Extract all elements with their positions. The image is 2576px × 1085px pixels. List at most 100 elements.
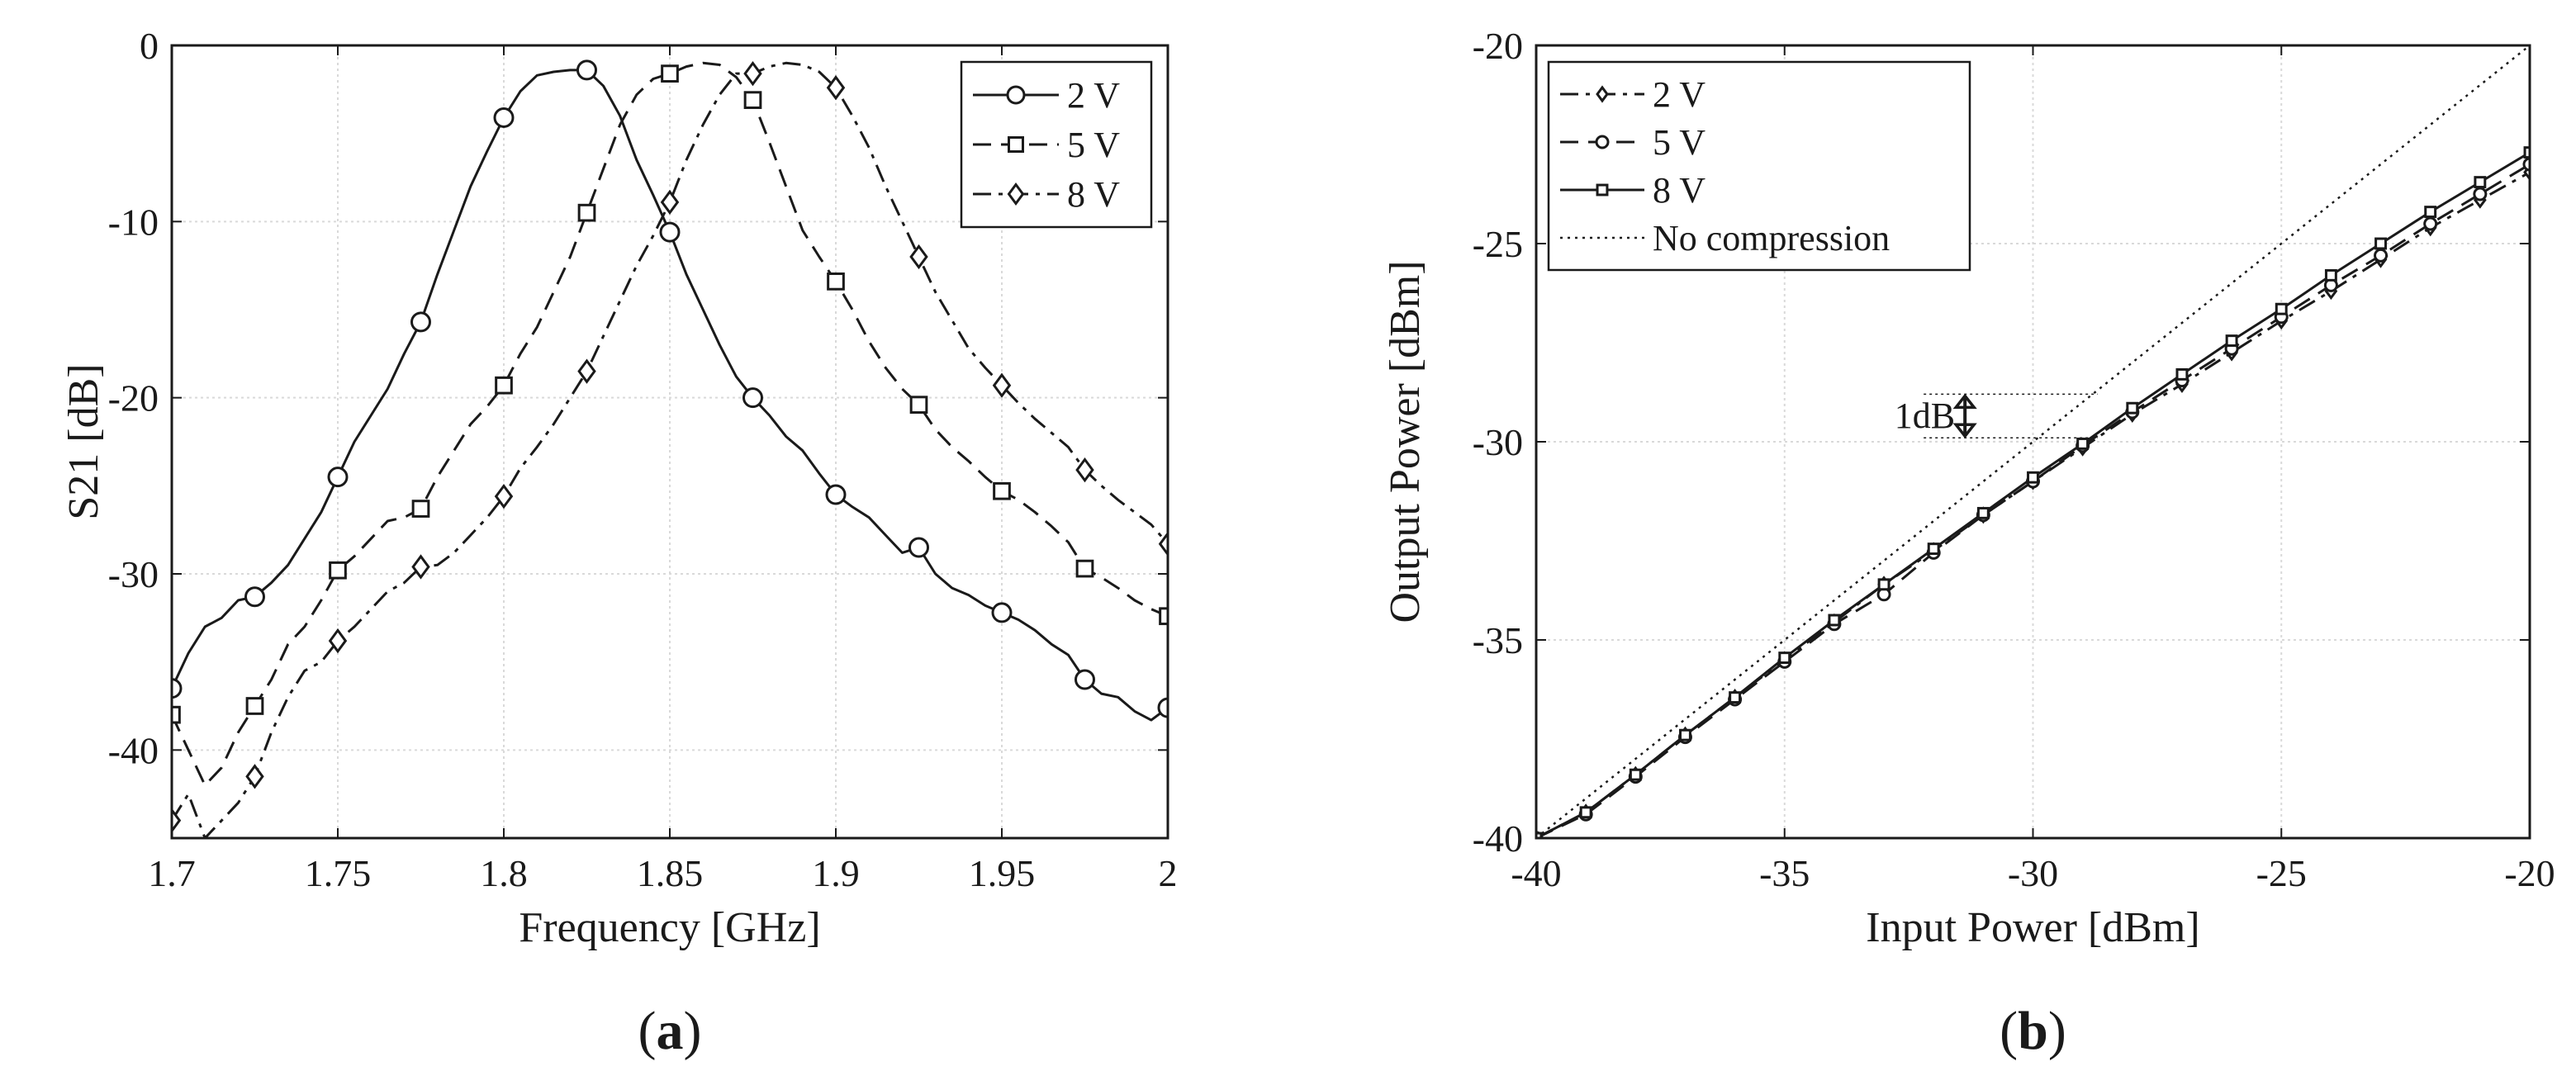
x-tick-label: 1.75 [305, 852, 372, 894]
y-tick-label: -40 [1473, 817, 1523, 860]
legend-entry-label: 5 V [1067, 125, 1120, 165]
data-point-marker [328, 628, 348, 654]
data-point-marker [1075, 457, 1094, 483]
data-point-marker [2474, 176, 2487, 189]
x-tick-label: 1.8 [480, 852, 528, 894]
data-point-marker [1629, 768, 1642, 781]
data-point-marker [991, 602, 1013, 623]
legend-entry-label: 5 V [1653, 122, 1705, 163]
data-layer [1536, 45, 2530, 838]
data-point-marker [1158, 531, 1168, 557]
y-tick-label: -20 [1473, 25, 1523, 67]
data-point-marker [661, 64, 679, 83]
panel-letter: a [657, 1001, 684, 1061]
data-point-marker [2175, 367, 2189, 381]
legend-entry-label: No compression [1653, 218, 1890, 258]
data-point-marker [2126, 401, 2139, 415]
data-point-marker [908, 537, 929, 558]
data-point-marker [244, 586, 265, 608]
data-point-marker [495, 376, 513, 395]
data-point-marker [172, 678, 183, 699]
data-point-marker [743, 60, 762, 87]
data-point-marker [172, 808, 182, 833]
x-axis-label: Input Power [dBm] [1866, 904, 2199, 951]
data-point-marker [1075, 559, 1094, 578]
y-tick-label: -30 [108, 553, 159, 595]
data-point-marker [2522, 157, 2530, 172]
data-point-marker [1729, 691, 1742, 704]
data-point-marker [1976, 506, 1990, 519]
data-point-marker [577, 358, 596, 384]
data-point-marker [1579, 806, 1592, 819]
axes-frame [170, 44, 1169, 840]
annotation-label: 1dB [1895, 396, 1955, 436]
data-point-marker [660, 189, 680, 216]
x-tick-label: 1.7 [148, 852, 196, 894]
axes-frame [1535, 44, 2531, 840]
legend-marker [1008, 136, 1024, 153]
legend-marker [1006, 85, 1026, 105]
data-point-marker [2225, 334, 2238, 348]
data-point-marker [1828, 614, 1841, 627]
y-tick-label: -30 [1473, 421, 1523, 463]
data-point-marker [1927, 542, 1940, 556]
y-tick-label: -40 [108, 729, 159, 771]
data-point-marker [327, 467, 349, 488]
data-point-marker [2374, 248, 2389, 263]
y-tick-label: -35 [1473, 619, 1523, 661]
x-tick-label: -25 [2256, 852, 2307, 894]
data-point-marker [2423, 216, 2438, 231]
data-point-marker [2324, 268, 2337, 282]
data-point-marker [494, 483, 514, 509]
data-point-marker [2473, 187, 2488, 201]
x-tick-label: -30 [2008, 852, 2058, 894]
panel-label: (b) [2000, 1001, 2066, 1061]
legend-marker [1596, 183, 1609, 197]
data-point-marker [1877, 578, 1890, 591]
data-point-marker [493, 107, 515, 128]
panel-a-chart: 1.7 1.75 1.8 1.85 1.9 1.95 2 0 -10 -20 -30 -40 Frequ… [60, 25, 1178, 1061]
y-tick-label: -25 [1473, 223, 1523, 265]
y-tick-label: -10 [108, 201, 159, 243]
data-point-marker [827, 272, 845, 291]
x-tick-label: 2 [1159, 852, 1178, 894]
data-point-marker [576, 59, 597, 81]
data-point-marker [411, 554, 430, 580]
data-point-marker [659, 221, 681, 243]
x-tick-label: -40 [1511, 852, 1561, 894]
x-tick-label: 1.95 [969, 852, 1036, 894]
data-point-marker [1679, 728, 1691, 741]
x-tick-label: -35 [1759, 852, 1810, 894]
data-point-marker [2523, 146, 2530, 159]
legend-entry-label: 2 V [1067, 75, 1120, 116]
data-point-marker [2076, 437, 2090, 450]
data-point-marker [329, 561, 347, 580]
data-point-marker [909, 396, 928, 415]
data-point-marker [909, 244, 928, 270]
data-point-marker [993, 481, 1011, 500]
data-point-marker [2275, 302, 2288, 315]
x-tick-label: 1.9 [812, 852, 860, 894]
x-tick-label: 1.85 [637, 852, 704, 894]
annotation-arrowhead-down [1952, 423, 1977, 439]
panel-b-chart: -40 -35 -30 -25 -20 -20 -25 -30 -35 -40 Input Powe… [1382, 25, 2555, 1061]
panel-label: (a) [638, 1001, 702, 1061]
data-point-marker [577, 203, 596, 222]
x-tick-label: -20 [2504, 852, 2555, 894]
data-point-marker [2027, 471, 2039, 484]
data-point-marker [1075, 669, 1095, 690]
data-point-marker [411, 500, 430, 518]
data-point-marker [410, 311, 431, 333]
y-tick-label: 0 [140, 25, 159, 67]
data-point-marker [2424, 206, 2437, 219]
y-axis-label: Output Power [dBm] [1382, 260, 1429, 623]
data-point-marker [245, 697, 264, 715]
data-point-marker [2374, 237, 2388, 250]
legend-box [1547, 60, 1971, 272]
data-point-marker [992, 372, 1012, 398]
x-axis-label: Frequency [GHz] [519, 904, 820, 951]
series-line-5-v [1536, 163, 2530, 838]
legend-box [960, 60, 1153, 229]
data-point-marker [1157, 697, 1168, 718]
